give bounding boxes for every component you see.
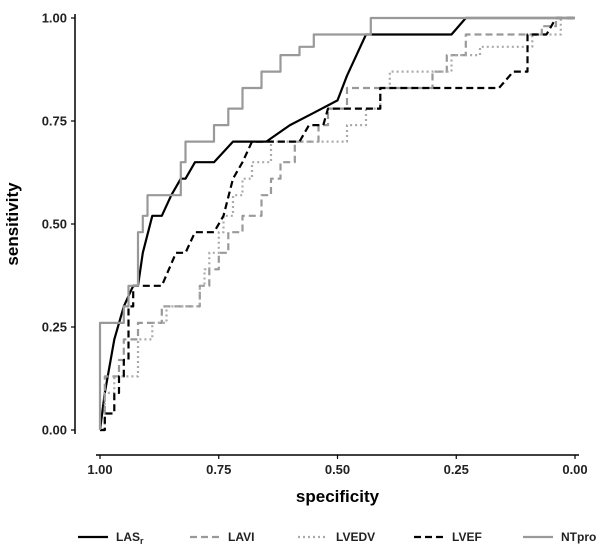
y-tick-label: 0.25: [42, 320, 67, 335]
legend-label-text: NTproBNP: [561, 530, 597, 544]
legend-label-text: LVEF: [452, 530, 482, 544]
series-line-ntprobnp: [98, 16, 575, 430]
y-tick-label: 0.00: [42, 423, 67, 438]
series-line-lvedv: [100, 16, 575, 432]
legend-label-text: LAS: [116, 530, 140, 544]
x-tick-label: 0.75: [206, 462, 231, 477]
legend-label-ntprobnp: NTproBNP: [561, 530, 597, 544]
series-line-lvef: [100, 16, 575, 432]
series-line-las: [98, 16, 575, 431]
y-axis-title: sensitivity: [3, 182, 22, 266]
legend-label-lvedv: LVEDV: [336, 530, 375, 544]
x-tick-label: 1.00: [87, 462, 112, 477]
legend: LASr LAVI LVEDV LVEF NTproBNP: [78, 530, 597, 546]
x-tick-label: 0.00: [562, 462, 587, 477]
series-line-lavi: [100, 16, 575, 432]
x-axis-title: specificity: [296, 487, 380, 506]
y-axis-ticks: 0.00 0.25 0.50 0.75 1.00: [42, 11, 75, 438]
y-tick-label: 0.50: [42, 217, 67, 232]
legend-label-lvef: LVEF: [452, 530, 482, 544]
legend-label-subscript: r: [140, 536, 144, 546]
y-tick-label: 0.75: [42, 114, 67, 129]
y-tick-label: 1.00: [42, 11, 67, 26]
legend-label-text: LVEDV: [336, 530, 375, 544]
series-layer: [98, 16, 575, 432]
legend-label-las: LASr: [116, 530, 144, 546]
legend-label-lavi: LAVI: [228, 530, 254, 544]
plot-area: 0.000.250.500.751.00 1.00 0.75 0.50 0.25 0.0…: [42, 11, 588, 478]
x-axis-ticks: 1.00 0.75 0.50 0.25 0.00: [87, 455, 588, 477]
x-tick-label: 0.50: [325, 462, 350, 477]
x-tick-label: 0.25: [444, 462, 469, 477]
legend-label-text: LAVI: [228, 530, 254, 544]
